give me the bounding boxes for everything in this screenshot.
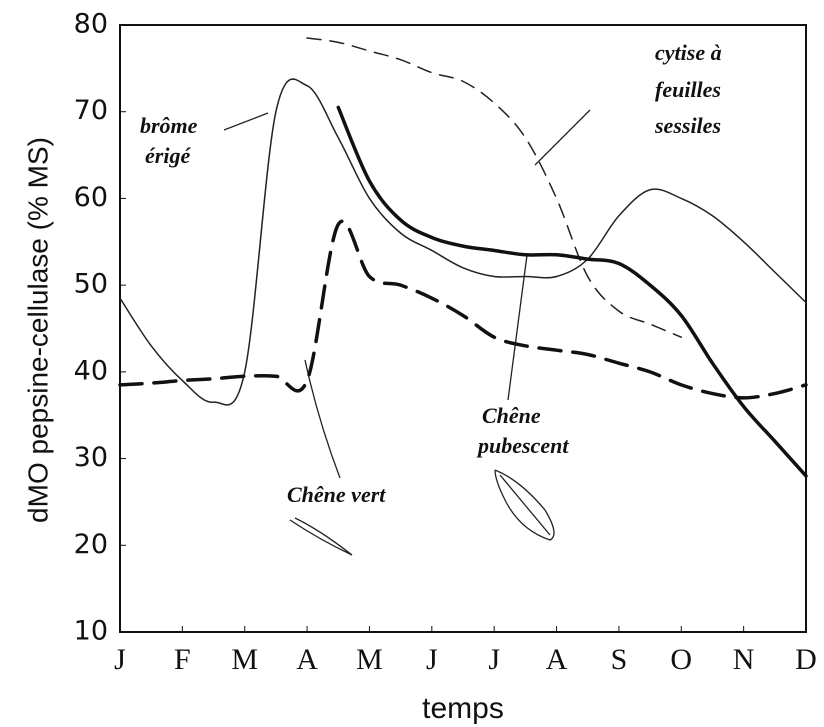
x-tick-label: O: [670, 643, 692, 676]
series-line: [336, 105, 808, 478]
y-tick-label: 80: [74, 9, 108, 40]
series-line: [306, 37, 683, 338]
series-line: [119, 78, 807, 406]
series-label: cytise à: [655, 40, 722, 65]
y-tick-label: 50: [74, 269, 108, 300]
x-tick-label: J: [426, 643, 438, 676]
x-tick-label: J: [114, 643, 126, 676]
series-label: feuilles: [655, 77, 721, 102]
series-label: brôme: [140, 113, 198, 138]
y-tick-label: 20: [74, 529, 108, 560]
x-tick-label: D: [795, 643, 817, 676]
series-label: Chêne vert: [287, 482, 386, 507]
x-tick-label: A: [546, 643, 568, 676]
x-tick-label: M: [356, 643, 383, 676]
leaf-pubescent: [494, 469, 555, 541]
x-tick-label: F: [174, 643, 191, 676]
y-axis-label: dMO pepsine-cellulase (% MS): [22, 137, 53, 523]
series-label: pubescent: [476, 433, 569, 458]
y-tick-label: 40: [74, 355, 108, 386]
leader-vert: [304, 359, 341, 479]
leaf-vert: [289, 517, 353, 556]
x-axis-label: temps: [422, 692, 504, 725]
series-label: Chêne: [482, 403, 541, 428]
x-tick-label: M: [231, 643, 258, 676]
x-tick-label: A: [296, 643, 318, 676]
leader-cytise: [534, 109, 591, 166]
y-tick-label: 60: [74, 182, 108, 213]
series-label: sessiles: [654, 113, 721, 138]
y-tick-label: 10: [74, 616, 108, 647]
y-tick-label: 70: [74, 95, 108, 126]
series-line: [118, 219, 808, 400]
plot-frame: [119, 24, 807, 633]
leader-brome: [223, 112, 269, 131]
x-tick-label: N: [733, 643, 755, 676]
leaders: [223, 109, 591, 556]
series-label: érigé: [145, 143, 191, 168]
x-tick-label: J: [488, 643, 500, 676]
y-tick-label: 30: [74, 442, 108, 473]
leader-pubescent: [507, 254, 528, 401]
x-tick-label: S: [611, 643, 628, 676]
